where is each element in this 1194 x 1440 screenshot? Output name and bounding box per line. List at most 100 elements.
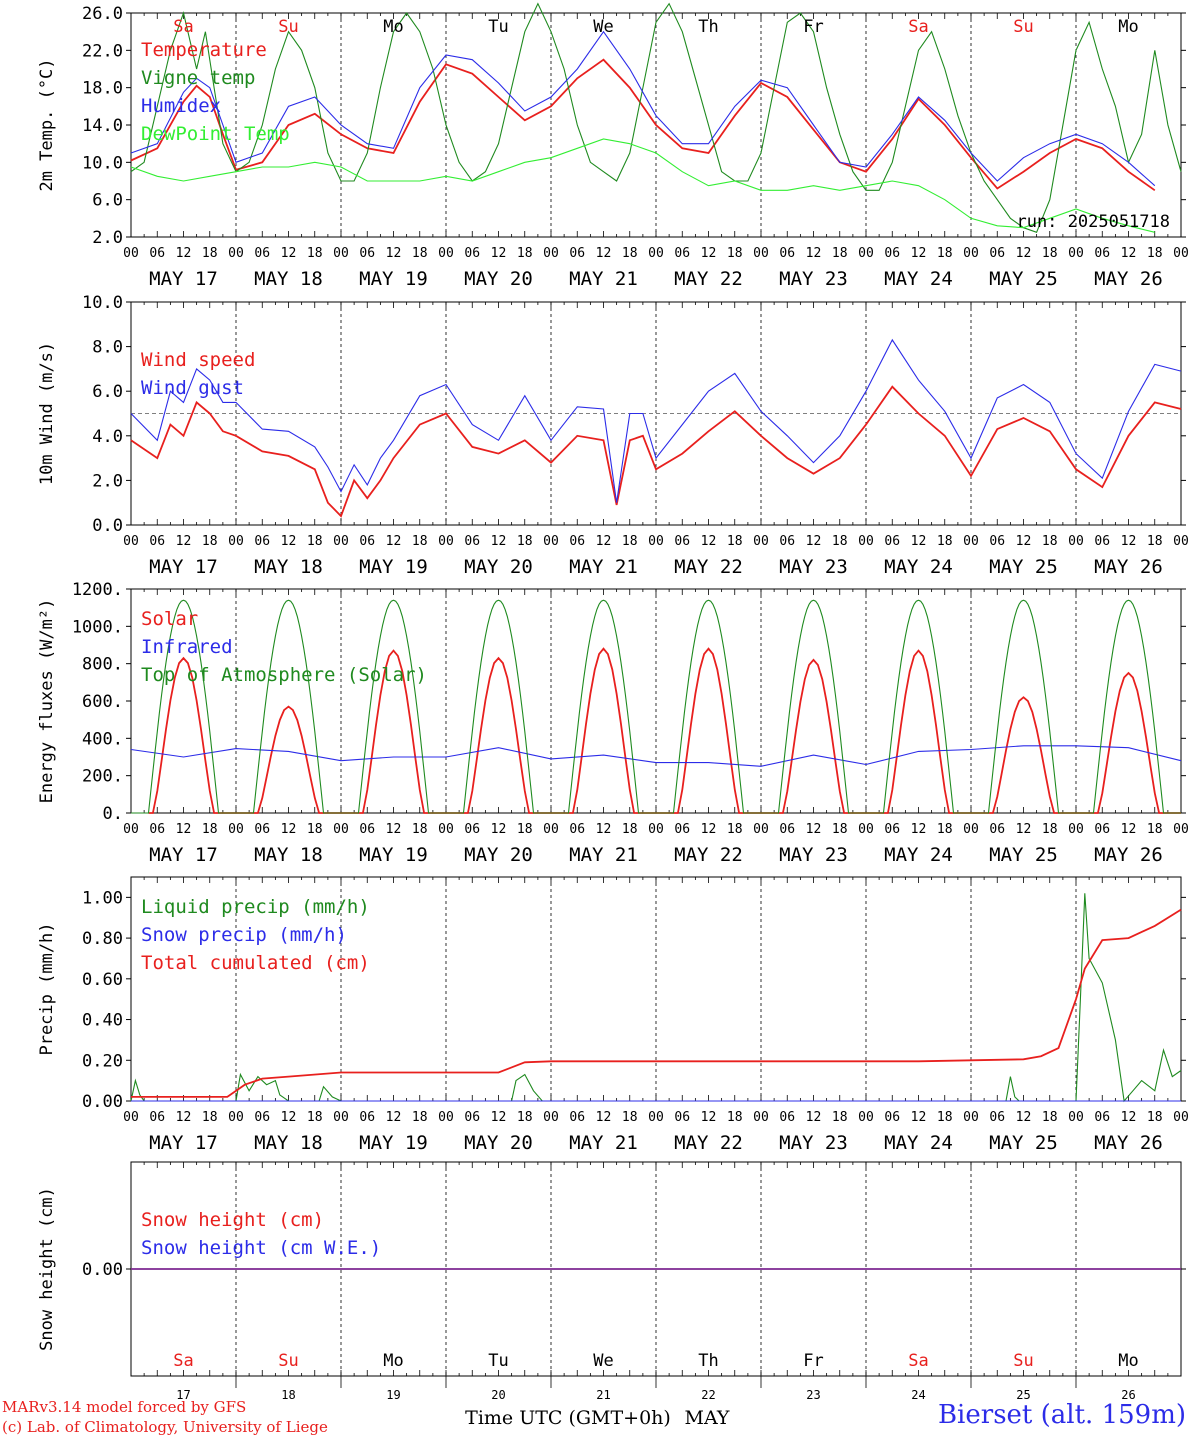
hour-tick-label: 06: [254, 534, 270, 549]
legend-entry: Top of Atmosphere (Solar): [141, 664, 427, 686]
series-line-wind-speed: [130, 385, 1182, 518]
weekday-label: Tu: [488, 17, 508, 37]
hour-tick-label: 18: [307, 246, 323, 261]
y-tick-label: 0.: [103, 804, 123, 824]
legend-entry: Liquid precip (mm/h): [141, 896, 370, 918]
hour-tick-label: 12: [1016, 822, 1032, 837]
legend-entry: Temperature: [141, 39, 267, 61]
date-label: MAY 26: [1094, 556, 1163, 578]
hour-tick-label: 06: [989, 1110, 1005, 1125]
y-tick-label: 6.0: [92, 382, 123, 402]
date-label: MAY 18: [254, 268, 323, 290]
hour-tick-label: 12: [701, 822, 717, 837]
hour-tick-label: 00: [753, 534, 769, 549]
weekday-label: Mo: [1118, 1351, 1138, 1371]
date-label: MAY 17: [149, 268, 218, 290]
hour-tick-label: 18: [412, 1110, 428, 1125]
hour-tick-label: 18: [622, 822, 638, 837]
date-label: MAY 23: [779, 556, 848, 578]
y-tick-label: 200.: [82, 767, 123, 787]
y-axis-label: Energy fluxes (W/m²): [37, 599, 57, 804]
series-line-total-cumulated-cm-: [131, 908, 1182, 1098]
hour-tick-label: 06: [884, 822, 900, 837]
hour-tick-label: 18: [202, 822, 218, 837]
hour-tick-label: 00: [648, 1110, 664, 1125]
hour-tick-label: 12: [1121, 822, 1137, 837]
hour-tick-label: 18: [202, 534, 218, 549]
hour-tick-label: 06: [359, 822, 375, 837]
date-label: MAY 21: [569, 556, 638, 578]
y-tick-label: 26.0: [82, 4, 123, 24]
hour-tick-label: 12: [806, 822, 822, 837]
hour-tick-label: 00: [543, 534, 559, 549]
legend-entry: Solar: [141, 608, 198, 630]
run-label: run: 2025051718: [1016, 212, 1170, 232]
weekday-label: Th: [698, 1351, 718, 1371]
hour-tick-label: 06: [569, 1110, 585, 1125]
hour-tick-label: 00: [858, 1110, 874, 1125]
weekday-label: We: [593, 17, 613, 37]
hour-tick-label: 00: [648, 246, 664, 261]
hour-tick-label: 12: [596, 822, 612, 837]
date-label: MAY 18: [254, 556, 323, 578]
hour-tick-label: 06: [779, 246, 795, 261]
hour-tick-label: 12: [1121, 534, 1137, 549]
weekday-label: Su: [278, 1351, 298, 1371]
date-label: MAY 24: [884, 1132, 953, 1154]
y-tick-label: 800.: [82, 655, 123, 675]
date-label: MAY 22: [674, 844, 743, 866]
legend-entry: DewPoint Temp: [141, 123, 290, 145]
hour-tick-label: 12: [1121, 246, 1137, 261]
hour-tick-label: 06: [254, 1110, 270, 1125]
legend-entry: Wind gust: [141, 377, 244, 399]
y-axis-label: 2m Temp. (°C): [37, 58, 57, 191]
hour-tick-label: 18: [517, 1110, 533, 1125]
hour-tick-label: 00: [753, 1110, 769, 1125]
hour-tick-label: 18: [1042, 246, 1058, 261]
date-label: MAY 25: [989, 268, 1058, 290]
date-label: MAY 23: [779, 1132, 848, 1154]
hour-tick-label: 06: [569, 822, 585, 837]
hour-tick-label: 12: [176, 534, 192, 549]
y-tick-label: 6.0: [92, 191, 123, 211]
hour-tick-label: 00: [543, 822, 559, 837]
date-label: MAY 24: [884, 268, 953, 290]
hour-tick-label: 12: [1016, 246, 1032, 261]
weekday-label: Su: [278, 17, 298, 37]
y-tick-label: 4.0: [92, 427, 123, 447]
hour-tick-label: 12: [491, 1110, 507, 1125]
date-label: MAY 18: [254, 844, 323, 866]
y-tick-label: 22.0: [82, 41, 123, 61]
hour-tick-label: 00: [1068, 822, 1084, 837]
hour-tick-label: 06: [989, 246, 1005, 261]
hour-tick-label: 12: [806, 1110, 822, 1125]
hour-tick-label: 06: [1094, 1110, 1110, 1125]
hour-tick-label: 12: [386, 534, 402, 549]
hour-tick-label: 00: [438, 1110, 454, 1125]
y-tick-label: 2.0: [92, 471, 123, 491]
hour-tick-label: 12: [281, 246, 297, 261]
date-label: MAY 21: [569, 844, 638, 866]
hour-tick-label: 18: [622, 534, 638, 549]
legend-entry: Snow height (cm): [141, 1209, 324, 1231]
date-label: MAY 22: [674, 556, 743, 578]
weekday-label: Mo: [383, 17, 403, 37]
hour-tick-label: 18: [412, 534, 428, 549]
date-label: MAY 20: [464, 556, 533, 578]
hour-tick-label: 00: [333, 822, 349, 837]
hour-tick-label: 12: [911, 822, 927, 837]
hour-tick-label: 18: [1147, 246, 1163, 261]
weekday-label: Fr: [803, 1351, 823, 1371]
hour-tick-label: 18: [1042, 822, 1058, 837]
hour-tick-label: 00: [1173, 822, 1189, 837]
legend-entry: Infrared: [141, 636, 233, 658]
date-label: MAY 25: [989, 1132, 1058, 1154]
day-number-label: 23: [806, 1388, 820, 1402]
hour-tick-label: 06: [674, 1110, 690, 1125]
hour-tick-label: 00: [543, 246, 559, 261]
y-tick-label: 400.: [82, 729, 123, 749]
hour-tick-label: 06: [674, 822, 690, 837]
date-label: MAY 19: [359, 556, 428, 578]
legend-entry: Total cumulated (cm): [141, 952, 370, 974]
weekday-label: Su: [1013, 1351, 1033, 1371]
